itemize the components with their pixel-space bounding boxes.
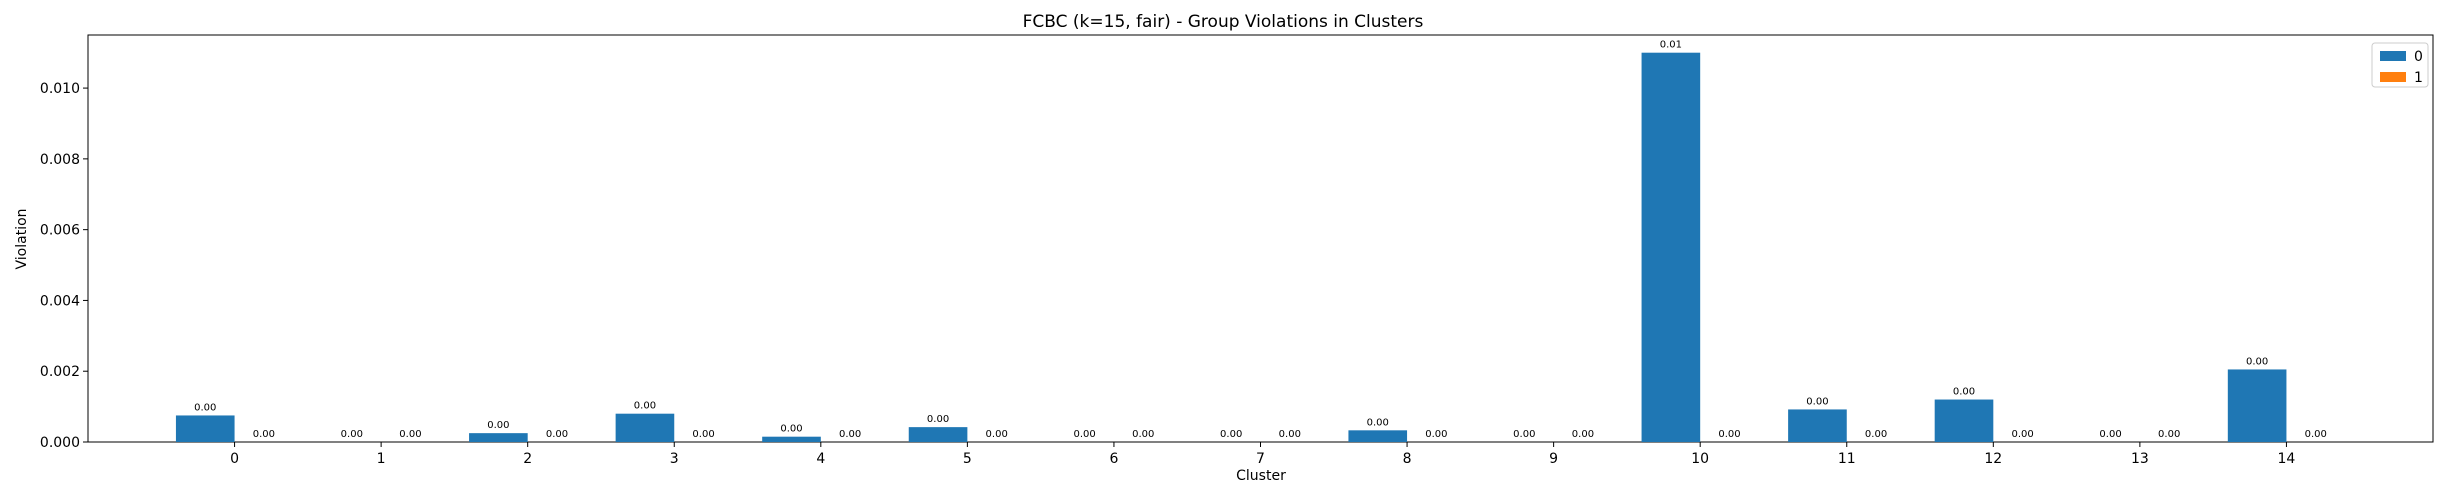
bar-value-label: 0.00 xyxy=(839,429,861,440)
bar-value-label: 0.00 xyxy=(1953,387,1975,398)
y-tick-label: 0.000 xyxy=(40,435,80,451)
x-tick-label: 0 xyxy=(230,451,239,467)
bar-value-label: 0.00 xyxy=(1865,429,1887,440)
bar-series-0-cluster-2 xyxy=(469,433,528,442)
x-tick-label: 10 xyxy=(1691,451,1709,467)
bar-series-0-cluster-14 xyxy=(2227,369,2287,442)
bar-value-label: 0.00 xyxy=(1220,429,1242,440)
bar-value-label: 0.00 xyxy=(399,429,421,440)
bar-series-0-cluster-5 xyxy=(908,427,968,442)
legend-swatch-1 xyxy=(2380,72,2406,82)
y-tick-label: 0.002 xyxy=(40,364,80,380)
bar-value-label: 0.00 xyxy=(927,414,949,425)
bar-value-label: 0.00 xyxy=(487,420,509,431)
y-tick-label: 0.006 xyxy=(40,223,80,239)
bar-value-label: 0.00 xyxy=(1513,429,1535,440)
x-tick-label: 3 xyxy=(670,451,679,467)
bar-value-label: 0.00 xyxy=(1425,429,1447,440)
bar-value-label: 0.00 xyxy=(2011,429,2033,440)
x-tick-label: 14 xyxy=(2278,451,2296,467)
bar-value-label: 0.00 xyxy=(194,402,216,413)
y-tick-label: 0.010 xyxy=(40,81,80,97)
bar-value-label: 0.00 xyxy=(2158,429,2180,440)
y-axis-label: Violation xyxy=(14,208,30,269)
legend: 01 xyxy=(2371,42,2429,88)
bar-value-label: 0.00 xyxy=(253,429,275,440)
bar-series-0-cluster-4 xyxy=(762,436,821,442)
x-axis-label: Cluster xyxy=(1236,468,1286,484)
bar-value-label: 0.00 xyxy=(986,429,1008,440)
x-tick-label: 9 xyxy=(1549,451,1558,467)
x-tick-label: 13 xyxy=(2131,451,2149,467)
bar-value-label: 0.00 xyxy=(1073,429,1095,440)
chart-title: FCBC (k=15, fair) - Group Violations in … xyxy=(1023,12,1424,32)
x-tick-label: 8 xyxy=(1403,451,1412,467)
bar-value-label: 0.00 xyxy=(2246,356,2268,367)
bar-value-label: 0.00 xyxy=(546,429,568,440)
bar-value-label: 0.00 xyxy=(2305,429,2327,440)
y-tick-label: 0.004 xyxy=(40,293,80,309)
legend-swatch-0 xyxy=(2380,51,2406,61)
x-tick-label: 11 xyxy=(1838,451,1856,467)
bar-value-label: 0.00 xyxy=(1132,429,1154,440)
bar-value-label: 0.00 xyxy=(692,429,714,440)
bar-value-label: 0.00 xyxy=(1718,429,1740,440)
x-tick-label: 7 xyxy=(1256,451,1265,467)
bar-series-0-cluster-12 xyxy=(1934,399,1994,442)
bar-value-label: 0.00 xyxy=(1279,429,1301,440)
bar-value-label: 0.01 xyxy=(1660,40,1682,51)
axes-frame xyxy=(87,34,2434,443)
bar-series-0-cluster-10 xyxy=(1641,52,1701,443)
bar-value-label: 0.00 xyxy=(780,424,802,435)
bar-series-0-cluster-8 xyxy=(1348,430,1408,442)
x-tick-label: 4 xyxy=(816,451,825,467)
x-tick-label: 6 xyxy=(1109,451,1118,467)
x-tick-label: 12 xyxy=(1984,451,2002,467)
legend-label: 1 xyxy=(2414,70,2423,86)
x-tick-label: 5 xyxy=(963,451,972,467)
bar-value-label: 0.00 xyxy=(1806,396,1828,407)
bar-series-0-cluster-11 xyxy=(1788,409,1847,442)
bar-value-label: 0.00 xyxy=(1367,417,1389,428)
bar-value-label: 0.00 xyxy=(341,429,363,440)
y-tick-label: 0.008 xyxy=(40,152,80,168)
x-tick-label: 1 xyxy=(377,451,386,467)
bar-value-label: 0.00 xyxy=(2099,429,2121,440)
bar-series-0-cluster-0 xyxy=(175,415,235,442)
x-tick-label: 2 xyxy=(523,451,532,467)
bar-value-label: 0.00 xyxy=(634,401,656,412)
legend-label: 0 xyxy=(2414,49,2423,65)
bar-series-0-cluster-3 xyxy=(615,413,675,442)
bar-value-label: 0.00 xyxy=(1572,429,1594,440)
